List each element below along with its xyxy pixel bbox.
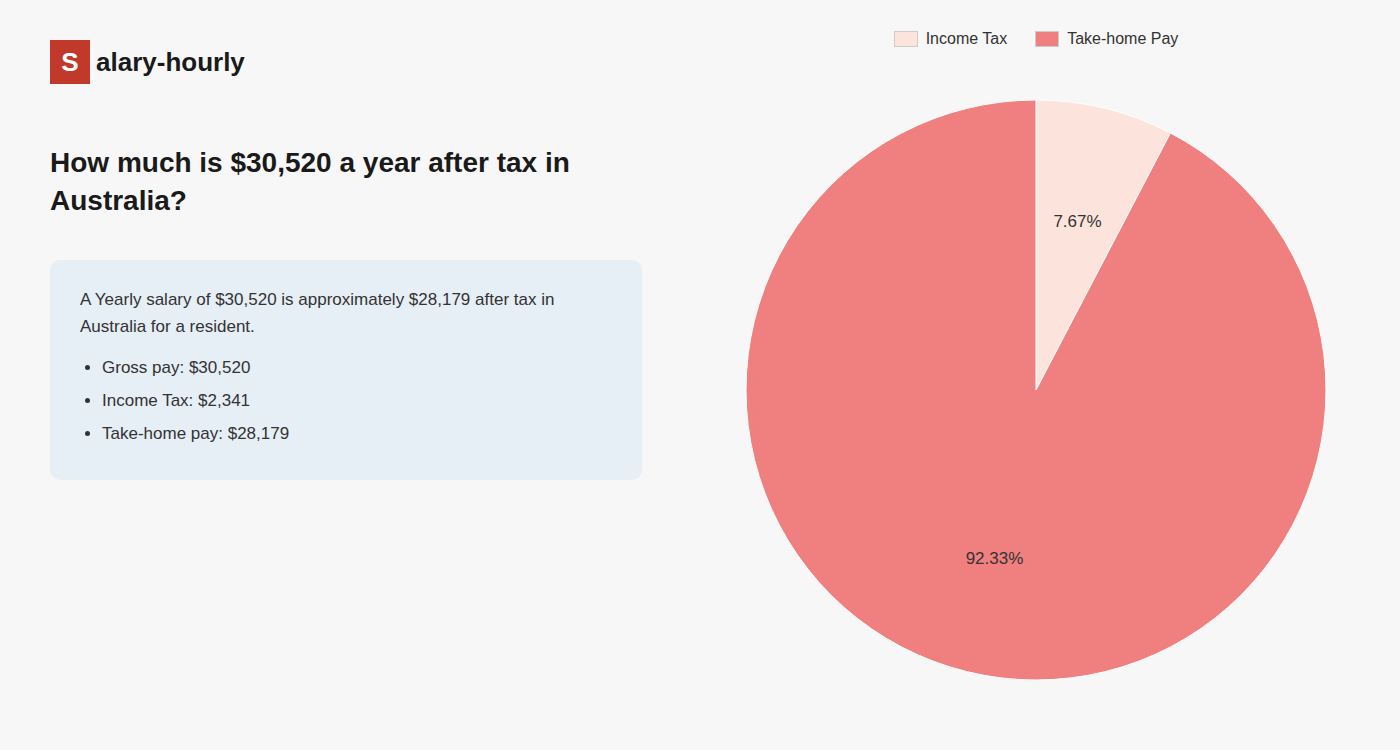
title: How much is $30,520 a year after tax in …	[50, 144, 610, 220]
data-label: 92.33%	[966, 549, 1024, 568]
data-label: 7.67%	[1053, 212, 1101, 231]
pie-slice	[746, 100, 1326, 680]
page: Salary-hourly How much is $30,520 a year …	[0, 0, 1400, 750]
logo-box: S	[50, 40, 90, 84]
chart-panel: Income Tax Take-home Pay 7.67% 92.33%	[672, 0, 1400, 750]
slices	[746, 100, 1326, 680]
text-panel: Salary-hourly How much is $30,520 a year …	[0, 0, 672, 750]
legend-swatch	[1035, 31, 1059, 47]
pie-chart: 7.67% 92.33%	[672, 80, 1400, 720]
legend-label: Income Tax	[926, 30, 1008, 48]
logo: Salary-hourly	[50, 40, 642, 84]
legend-label: Take-home Pay	[1067, 30, 1178, 48]
info-box: A Yearly salary of $30,520 is approximat…	[50, 260, 642, 480]
bullet-item: Income Tax: $2,341	[102, 387, 612, 414]
slice-labels: 7.67% 92.33%	[966, 212, 1102, 569]
summary: A Yearly salary of $30,520 is approximat…	[80, 286, 612, 340]
legend-item: Take-home Pay	[1035, 30, 1178, 48]
legend: Income Tax Take-home Pay	[672, 30, 1400, 48]
logo-text: alary-hourly	[96, 47, 245, 78]
bullet-item: Gross pay: $30,520	[102, 354, 612, 381]
legend-swatch	[894, 31, 918, 47]
bullet-list: Gross pay: $30,520 Income Tax: $2,341 Take…	[80, 354, 612, 448]
bullet-item: Take-home pay: $28,179	[102, 420, 612, 447]
legend-item: Income Tax	[894, 30, 1008, 48]
